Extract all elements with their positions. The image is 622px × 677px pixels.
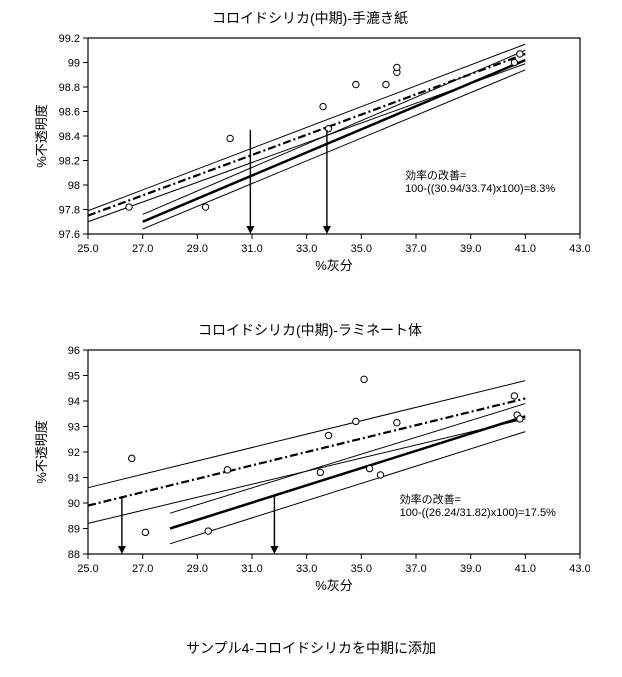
marker-upper-points [320, 103, 326, 109]
y-tick-label: 95 [68, 371, 80, 383]
marker-lower-points [383, 81, 389, 87]
x-tick-label: 39.0 [460, 563, 481, 575]
plot-area [88, 350, 580, 554]
x-tick-label: 27.0 [132, 243, 153, 255]
marker-upper-points [126, 204, 132, 210]
x-axis-label: %灰分 [315, 578, 353, 593]
marker-lower-points [511, 59, 517, 65]
x-tick-label: 27.0 [132, 563, 153, 575]
x-tick-label: 31.0 [241, 563, 262, 575]
marker-lower-points [517, 416, 523, 422]
annotation-line: 効率の改善= [405, 168, 466, 182]
chart2-container: コロイドシリカ(中期)-ラミネート体 25.0 27.0 29.0 31.0 33.0 3… [30, 320, 590, 607]
marker-upper-points [353, 418, 359, 424]
annotation-line: 100-((26.24/31.82)x100)=17.5% [400, 507, 556, 519]
marker-upper-points [394, 64, 400, 70]
marker-upper-points [142, 529, 148, 535]
marker-upper-points [129, 455, 135, 461]
x-tick-label: 35.0 [351, 563, 372, 575]
y-tick-label: 99.2 [59, 33, 80, 45]
x-tick-label: 29.0 [187, 243, 208, 255]
marker-upper-points [361, 376, 367, 382]
y-tick-label: 98.2 [59, 156, 80, 168]
marker-lower-points [202, 204, 208, 210]
y-tick-label: 94 [68, 396, 80, 408]
y-tick-label: 93 [68, 422, 80, 434]
x-tick-label: 43.0 [569, 563, 590, 575]
y-tick-label: 98.6 [59, 107, 80, 119]
chart1-svg: 25.0 27.0 29.0 31.0 33.0 35.0 37.0 39.0 41.0 43.0… [30, 32, 590, 282]
y-tick-label: 88 [68, 549, 80, 561]
y-tick-label: 99 [68, 58, 80, 70]
y-tick-label: 91 [68, 473, 80, 485]
annotation-line: 100-((30.94/33.74)x100)=8.3% [405, 183, 555, 195]
marker-upper-points [394, 419, 400, 425]
y-tick-label: 98 [68, 180, 80, 192]
x-axis-label: %灰分 [315, 258, 353, 273]
x-tick-label: 37.0 [405, 563, 426, 575]
y-tick-label: 98.4 [59, 131, 80, 143]
x-tick-label: 39.0 [460, 243, 481, 255]
marker-upper-points [353, 81, 359, 87]
x-tick-label: 33.0 [296, 563, 317, 575]
x-tick-label: 25.0 [77, 563, 98, 575]
y-tick-label: 97.6 [59, 229, 80, 241]
y-tick-label: 97.8 [59, 205, 80, 217]
y-tick-label: 98.8 [59, 82, 80, 94]
x-tick-label: 41.0 [515, 243, 536, 255]
x-tick-label: 31.0 [241, 243, 262, 255]
marker-lower-points [205, 528, 211, 534]
x-tick-label: 25.0 [77, 243, 98, 255]
y-tick-label: 89 [68, 524, 80, 536]
x-tick-label: 33.0 [296, 243, 317, 255]
marker-upper-points [325, 432, 331, 438]
marker-upper-points [224, 467, 230, 473]
chart1-container: コロイドシリカ(中期)-手漉き紙 25.0 27.0 29.0 31.0 33.0 35.… [30, 8, 590, 287]
marker-upper-points [227, 135, 233, 141]
x-tick-label: 35.0 [351, 243, 372, 255]
marker-lower-points [377, 472, 383, 478]
chart2-title: コロイドシリカ(中期)-ラミネート体 [30, 320, 590, 340]
x-tick-label: 43.0 [569, 243, 590, 255]
y-tick-label: 90 [68, 498, 80, 510]
y-tick-label: 96 [68, 345, 80, 357]
marker-lower-points [317, 469, 323, 475]
x-tick-label: 41.0 [515, 563, 536, 575]
x-tick-label: 37.0 [405, 243, 426, 255]
marker-lower-points [511, 393, 517, 399]
page: コロイドシリカ(中期)-手漉き紙 25.0 27.0 29.0 31.0 33.0 35.… [0, 0, 622, 677]
marker-lower-points [517, 51, 523, 57]
chart2-svg: 25.0 27.0 29.0 31.0 33.0 35.0 37.0 39.0 41.0 43.0… [30, 344, 590, 602]
marker-lower-points [366, 465, 372, 471]
figure-caption: サンプル4-コロイドシリカを中期に添加 [0, 638, 622, 658]
y-axis-label: %不透明度 [34, 420, 49, 484]
x-tick-label: 29.0 [187, 563, 208, 575]
chart1-title: コロイドシリカ(中期)-手漉き紙 [30, 8, 590, 28]
y-tick-label: 92 [68, 447, 80, 459]
y-axis-label: %不透明度 [34, 104, 49, 168]
annotation-line: 効率の改善= [400, 492, 461, 506]
